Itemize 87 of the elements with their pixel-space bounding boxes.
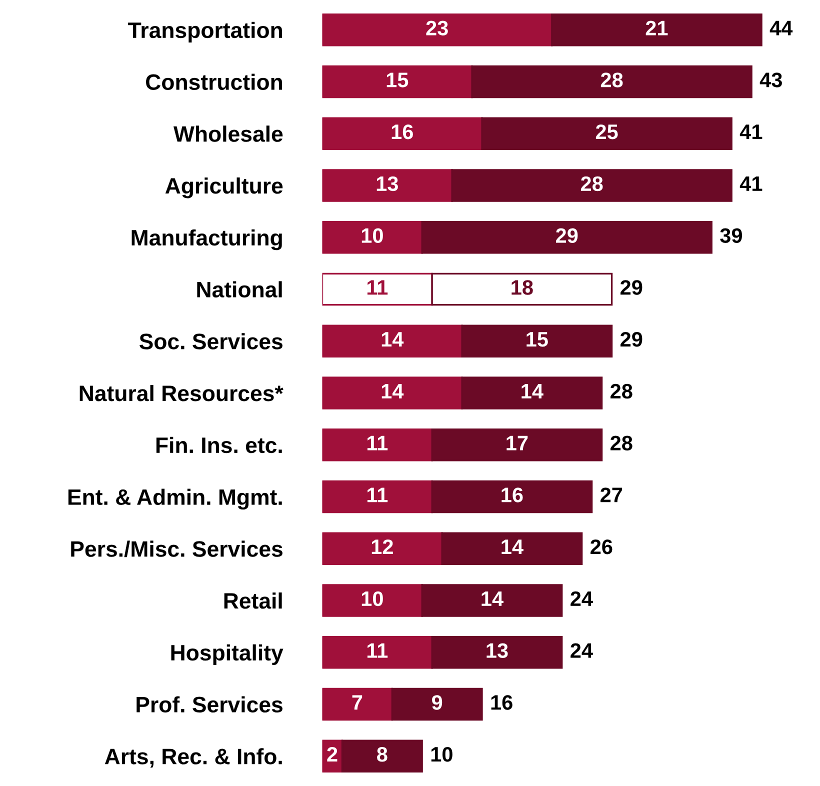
bar [322,688,393,721]
y-tick-label: Arts, Rec. & Info. [104,748,282,768]
data-label: 10 [362,591,383,606]
y-tick-label: Agriculture [165,177,283,198]
bar [322,376,463,410]
bar [421,220,712,254]
bar [322,636,433,669]
total-label: 41 [740,124,762,140]
bar [322,220,423,254]
total-label: 29 [620,280,642,295]
data-label: 11 [367,488,388,502]
data-label: 11 [367,436,388,450]
y-tick-label: Fin. Ins. etc. [156,436,282,454]
bar [322,480,433,514]
bar [341,740,423,773]
data-label: 21 [646,20,668,36]
data-label: 23 [426,20,448,36]
data-label: 28 [600,72,623,88]
bar [551,13,762,46]
bar [441,532,583,566]
data-label: 7 [352,695,362,710]
data-label: 14 [382,332,404,347]
total-label: 27 [600,488,622,502]
y-tick-label: Wholesale [173,126,283,142]
data-label: 17 [506,436,528,450]
total-label: 16 [491,695,512,710]
bar [322,117,483,150]
bar [322,532,443,566]
bar [322,324,463,358]
total-label: 41 [740,176,762,191]
bar [481,117,732,150]
bar [471,65,752,98]
total-label: 29 [620,332,642,347]
bar [431,636,563,669]
data-label: 11 [367,643,388,658]
y-tick-label: Prof. Services [136,696,282,713]
data-label: 16 [502,488,523,502]
y-tick-label: Pers./Misc. Services [71,540,282,558]
data-label: 14 [382,384,404,398]
data-label: 9 [432,695,442,710]
y-tick-label: National [197,281,282,298]
data-label: 28 [580,176,603,192]
data-label: 18 [512,280,533,295]
data-label: 16 [392,124,413,140]
y-tick-label: Natural Resources* [80,384,284,402]
data-label: 12 [372,539,393,554]
data-label: 14 [522,384,544,398]
bar [421,584,563,617]
y-tick-label: Manufacturing [132,229,282,250]
data-label: 13 [486,643,508,658]
data-label: 15 [526,332,548,347]
bar [322,428,433,462]
total-label: 28 [610,384,632,399]
bar [322,169,453,202]
y-tick-label: Hospitality [171,644,284,666]
data-label: 15 [386,72,408,88]
y-tick-label: Transportation [128,22,282,43]
data-label: 29 [556,228,578,243]
bar [451,169,732,202]
data-label: 2 [327,746,338,762]
total-label: 10 [431,746,452,762]
total-label: 39 [720,228,742,243]
total-label: 24 [570,591,593,606]
bar [461,376,603,410]
y-tick-label: Retail [224,592,282,609]
data-label: 11 [367,280,388,295]
bar [322,13,553,46]
total-label: 44 [770,20,793,36]
y-tick-label: Construction [146,74,282,90]
bar [431,480,593,514]
y-tick-label: Soc. Services [139,333,282,350]
data-label: 25 [596,124,618,140]
total-label: 26 [590,539,612,554]
bar [461,324,613,358]
data-label: 14 [502,540,524,554]
data-label: 13 [376,176,398,192]
data-label: 14 [482,592,504,606]
bar [322,65,473,98]
total-label: 24 [570,643,593,658]
bar [322,584,423,617]
total-label: 28 [610,436,632,450]
bar [391,688,483,721]
data-label: 10 [362,228,383,243]
y-tick-label: Ent. & Admin. Mgmt. [68,488,282,510]
total-label: 43 [760,72,782,88]
bar [431,428,603,462]
data-label: 8 [377,746,388,762]
